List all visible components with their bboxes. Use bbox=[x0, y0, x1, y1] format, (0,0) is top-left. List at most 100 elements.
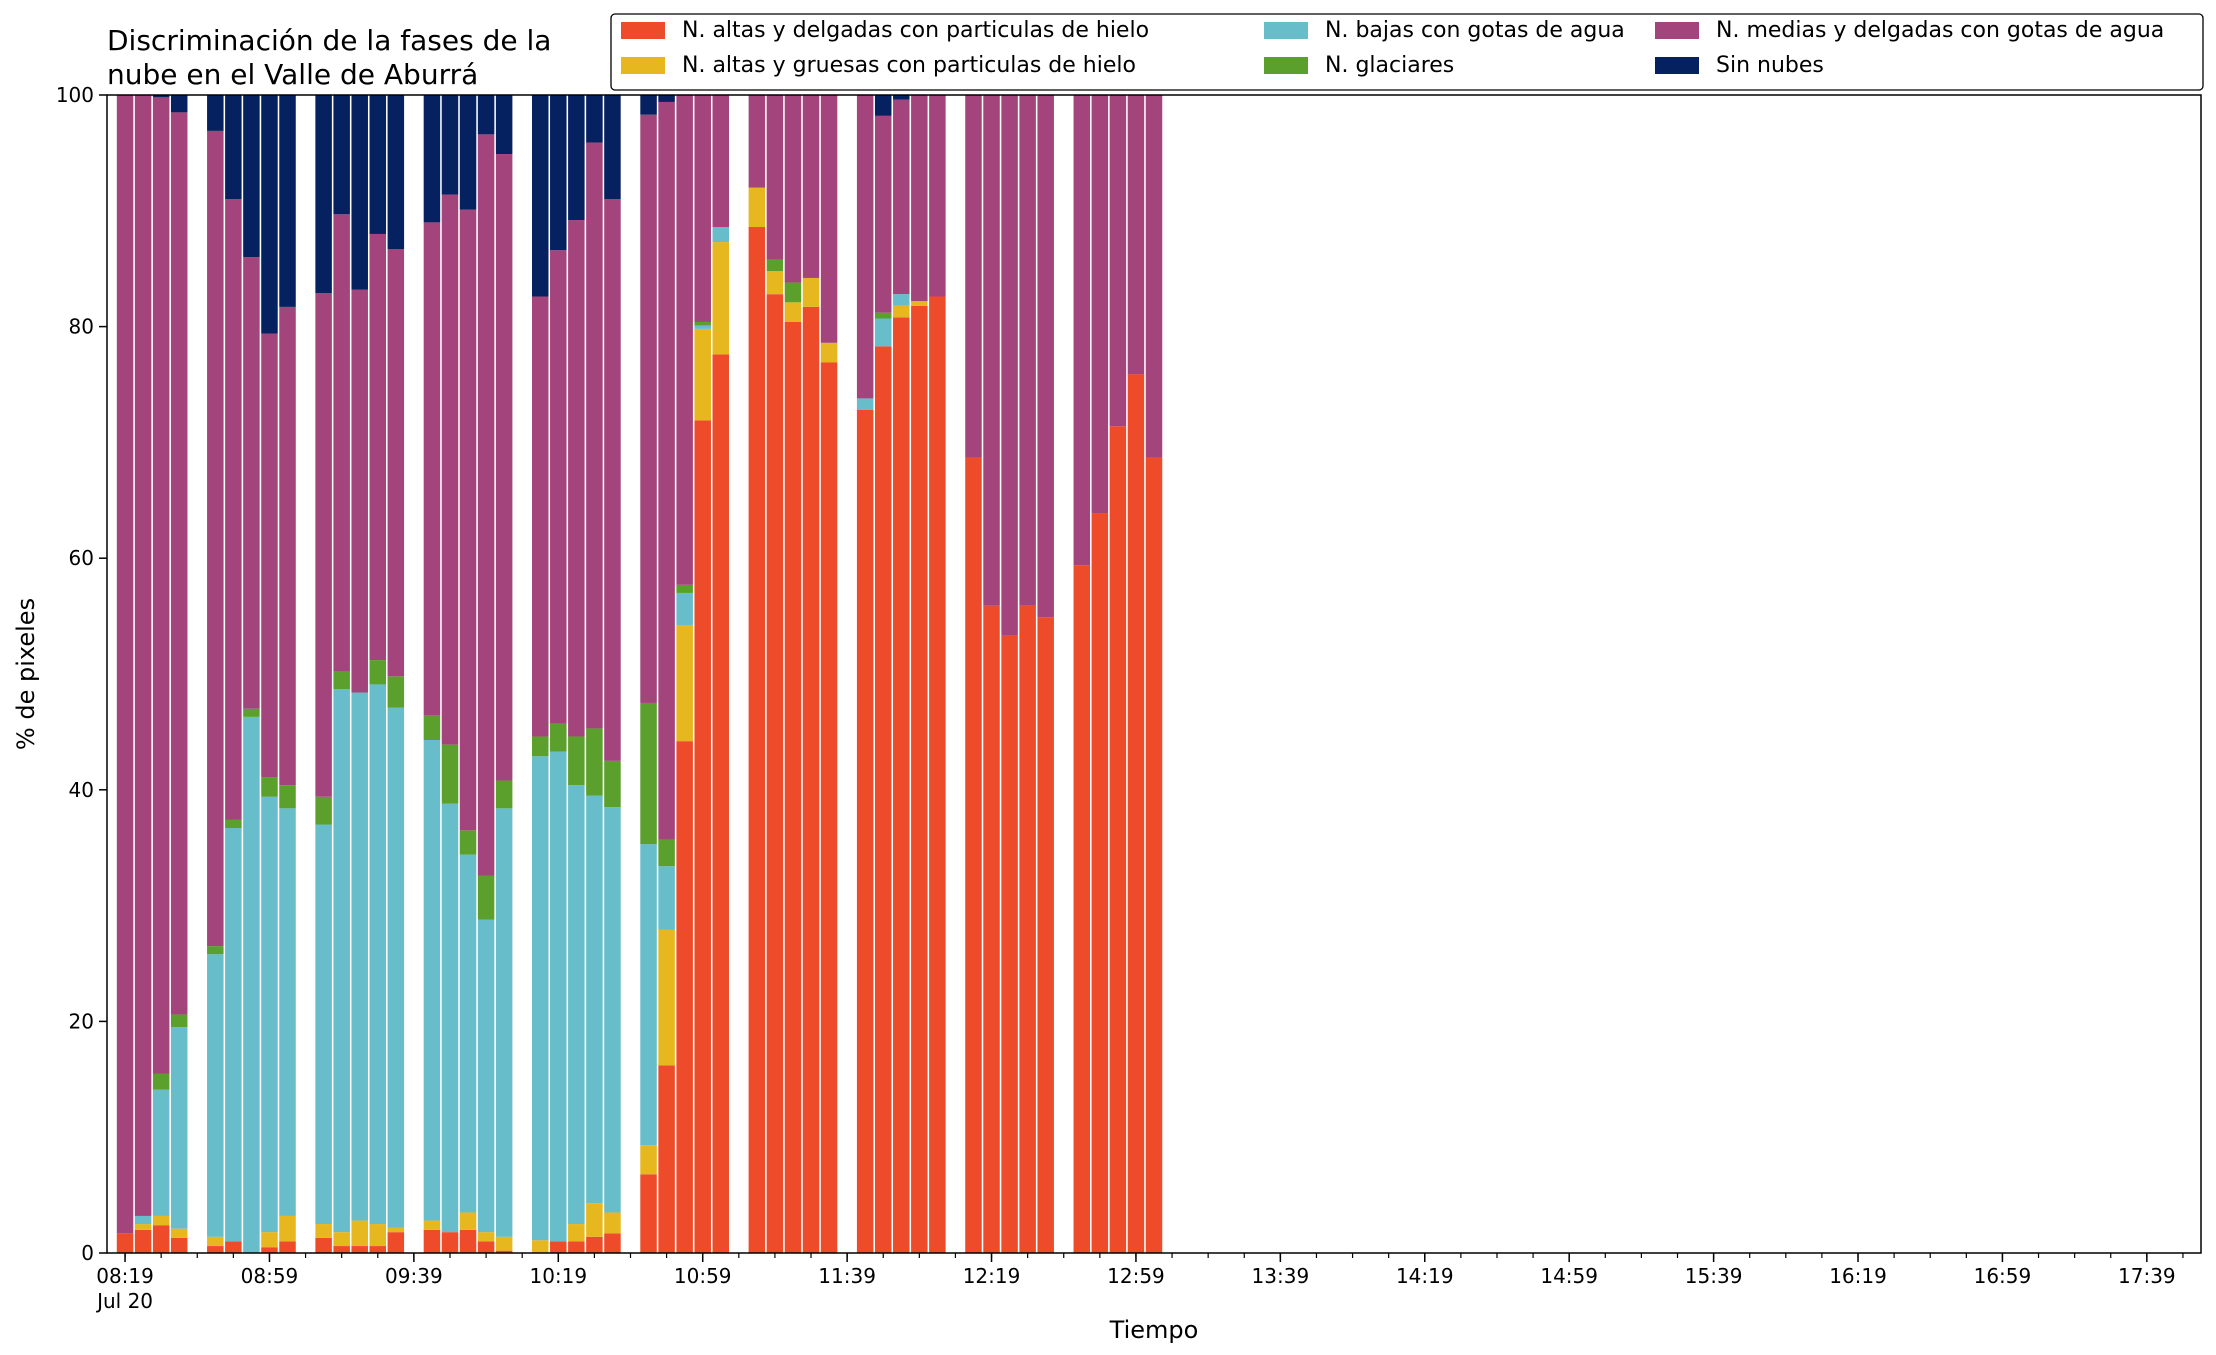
bar-segment-bajas-agua bbox=[441, 803, 459, 1233]
bar-stack bbox=[893, 95, 910, 1254]
bar-segment-medias-agua bbox=[369, 233, 387, 661]
bar-stack bbox=[712, 95, 730, 1253]
bar-stack bbox=[694, 95, 711, 1253]
y-axis: 0 20 40 60 80 100 bbox=[56, 83, 107, 1265]
bar-segment-glaciares bbox=[495, 780, 513, 809]
bar-segment-sin-nubes bbox=[333, 95, 350, 215]
bar-segment-glaciares bbox=[477, 875, 495, 920]
bar-segment-glaciares bbox=[874, 312, 892, 319]
bar-segment-medias-agua bbox=[351, 289, 368, 693]
bar-segment-hielo-delgadas bbox=[170, 1237, 188, 1253]
bar-segment-hielo-delgadas bbox=[477, 1241, 495, 1253]
bar-stack bbox=[911, 95, 928, 1253]
bar-segment-bajas-agua bbox=[387, 707, 405, 1228]
bar-segment-glaciares bbox=[658, 839, 675, 867]
bar-segment-hielo-gruesas bbox=[820, 342, 838, 363]
bar-segment-bajas-agua bbox=[315, 824, 332, 1225]
bar-segment-hielo-gruesas bbox=[134, 1224, 152, 1230]
bar-stack bbox=[134, 95, 152, 1253]
y-tick-label: 100 bbox=[56, 83, 94, 107]
bar-segment-glaciares bbox=[766, 259, 784, 272]
bar-segment-medias-agua bbox=[1127, 95, 1145, 375]
legend-swatch bbox=[1655, 57, 1699, 74]
bar-segment-medias-agua bbox=[640, 114, 657, 703]
legend-entry-medias-agua: N. medias y delgadas con gotas de agua bbox=[1655, 18, 2164, 43]
bar-stack bbox=[423, 95, 441, 1253]
bar-stack bbox=[1073, 95, 1091, 1253]
bar-stack bbox=[152, 95, 170, 1253]
bar-segment-glaciares bbox=[315, 796, 332, 825]
bar-segment-hielo-delgadas bbox=[441, 1232, 459, 1253]
bar-segment-sin-nubes bbox=[495, 95, 513, 155]
bar-segment-sin-nubes bbox=[423, 95, 441, 223]
bar-stack bbox=[243, 95, 260, 1253]
bar-segment-medias-agua bbox=[477, 134, 495, 876]
bar-segment-bajas-agua bbox=[550, 751, 567, 1242]
bar-stack bbox=[586, 95, 603, 1253]
bar-segment-hielo-delgadas bbox=[568, 1241, 585, 1253]
bar-segment-bajas-agua bbox=[207, 954, 224, 1237]
bar-segment-sin-nubes bbox=[387, 95, 405, 250]
bar-segment-hielo-delgadas bbox=[1145, 457, 1163, 1253]
legend-label: N. glaciares bbox=[1325, 53, 1454, 78]
bar-segment-hielo-delgadas bbox=[676, 741, 693, 1253]
bar-segment-hielo-delgadas bbox=[333, 1246, 350, 1253]
y-tick-label: 20 bbox=[69, 1009, 94, 1033]
bar-segment-medias-agua bbox=[441, 194, 459, 745]
bar-segment-glaciares bbox=[694, 321, 711, 326]
bar-segment-bajas-agua bbox=[712, 227, 730, 243]
bar-segment-medias-agua bbox=[712, 95, 730, 228]
bar-segment-sin-nubes bbox=[531, 95, 549, 297]
bar-segment-glaciares bbox=[604, 760, 621, 808]
bar-segment-glaciares bbox=[441, 744, 459, 804]
bars-layer bbox=[116, 95, 1163, 1254]
bar-segment-hielo-delgadas bbox=[279, 1241, 296, 1253]
bar-segment-sin-nubes bbox=[658, 95, 675, 102]
bar-segment-medias-agua bbox=[658, 101, 675, 840]
bar-segment-hielo-gruesas bbox=[315, 1224, 332, 1238]
legend-entry-hielo-gruesas: N. altas y gruesas con particulas de hie… bbox=[621, 53, 1136, 78]
bar-stack bbox=[225, 95, 242, 1253]
bar-segment-hielo-gruesas bbox=[207, 1236, 224, 1247]
bar-segment-sin-nubes bbox=[279, 95, 296, 307]
bar-segment-hielo-delgadas bbox=[586, 1236, 603, 1253]
bar-segment-sin-nubes bbox=[315, 95, 332, 294]
bar-segment-bajas-agua bbox=[369, 684, 387, 1225]
x-tick-label: 11:39 bbox=[818, 1264, 876, 1288]
y-tick-label: 0 bbox=[81, 1241, 94, 1265]
bar-segment-hielo-delgadas bbox=[929, 296, 946, 1253]
bar-segment-sin-nubes bbox=[459, 95, 477, 210]
legend-label: N. altas y delgadas con particulas de hi… bbox=[682, 18, 1149, 43]
bar-stack bbox=[856, 95, 874, 1254]
bar-segment-hielo-gruesas bbox=[784, 302, 802, 322]
bar-segment-medias-agua bbox=[586, 142, 603, 729]
bar-segment-bajas-agua bbox=[640, 844, 657, 1146]
bar-stack bbox=[1127, 95, 1145, 1254]
bar-segment-glaciares bbox=[459, 830, 477, 855]
bar-segment-glaciares bbox=[152, 1073, 170, 1090]
bar-segment-hielo-gruesas bbox=[604, 1212, 621, 1234]
bar-stack bbox=[279, 95, 296, 1253]
bar-segment-medias-agua bbox=[134, 95, 152, 1216]
bar-segment-bajas-agua bbox=[495, 808, 513, 1237]
legend-swatch bbox=[1655, 22, 1699, 39]
bar-segment-hielo-delgadas bbox=[495, 1250, 513, 1253]
bar-segment-hielo-delgadas bbox=[387, 1232, 405, 1253]
bar-stack bbox=[351, 95, 368, 1253]
bar-segment-medias-agua bbox=[1037, 95, 1054, 618]
x-tick-label: 09:39 bbox=[385, 1264, 443, 1288]
bar-segment-bajas-agua bbox=[893, 294, 910, 306]
bar-segment-hielo-delgadas bbox=[261, 1247, 278, 1253]
bar-segment-hielo-delgadas bbox=[748, 227, 766, 1253]
x-tick-label: 17:39 bbox=[2118, 1264, 2176, 1288]
bar-segment-bajas-agua bbox=[586, 795, 603, 1204]
bar-segment-hielo-delgadas bbox=[893, 317, 910, 1254]
bar-segment-medias-agua bbox=[893, 99, 910, 295]
bar-segment-sin-nubes bbox=[893, 95, 910, 100]
bar-segment-sin-nubes bbox=[369, 95, 387, 234]
bar-segment-bajas-agua bbox=[694, 325, 711, 329]
bar-segment-medias-agua bbox=[676, 95, 693, 585]
x-tick-label: 16:19 bbox=[1829, 1264, 1887, 1288]
bar-segment-bajas-agua bbox=[459, 854, 477, 1213]
